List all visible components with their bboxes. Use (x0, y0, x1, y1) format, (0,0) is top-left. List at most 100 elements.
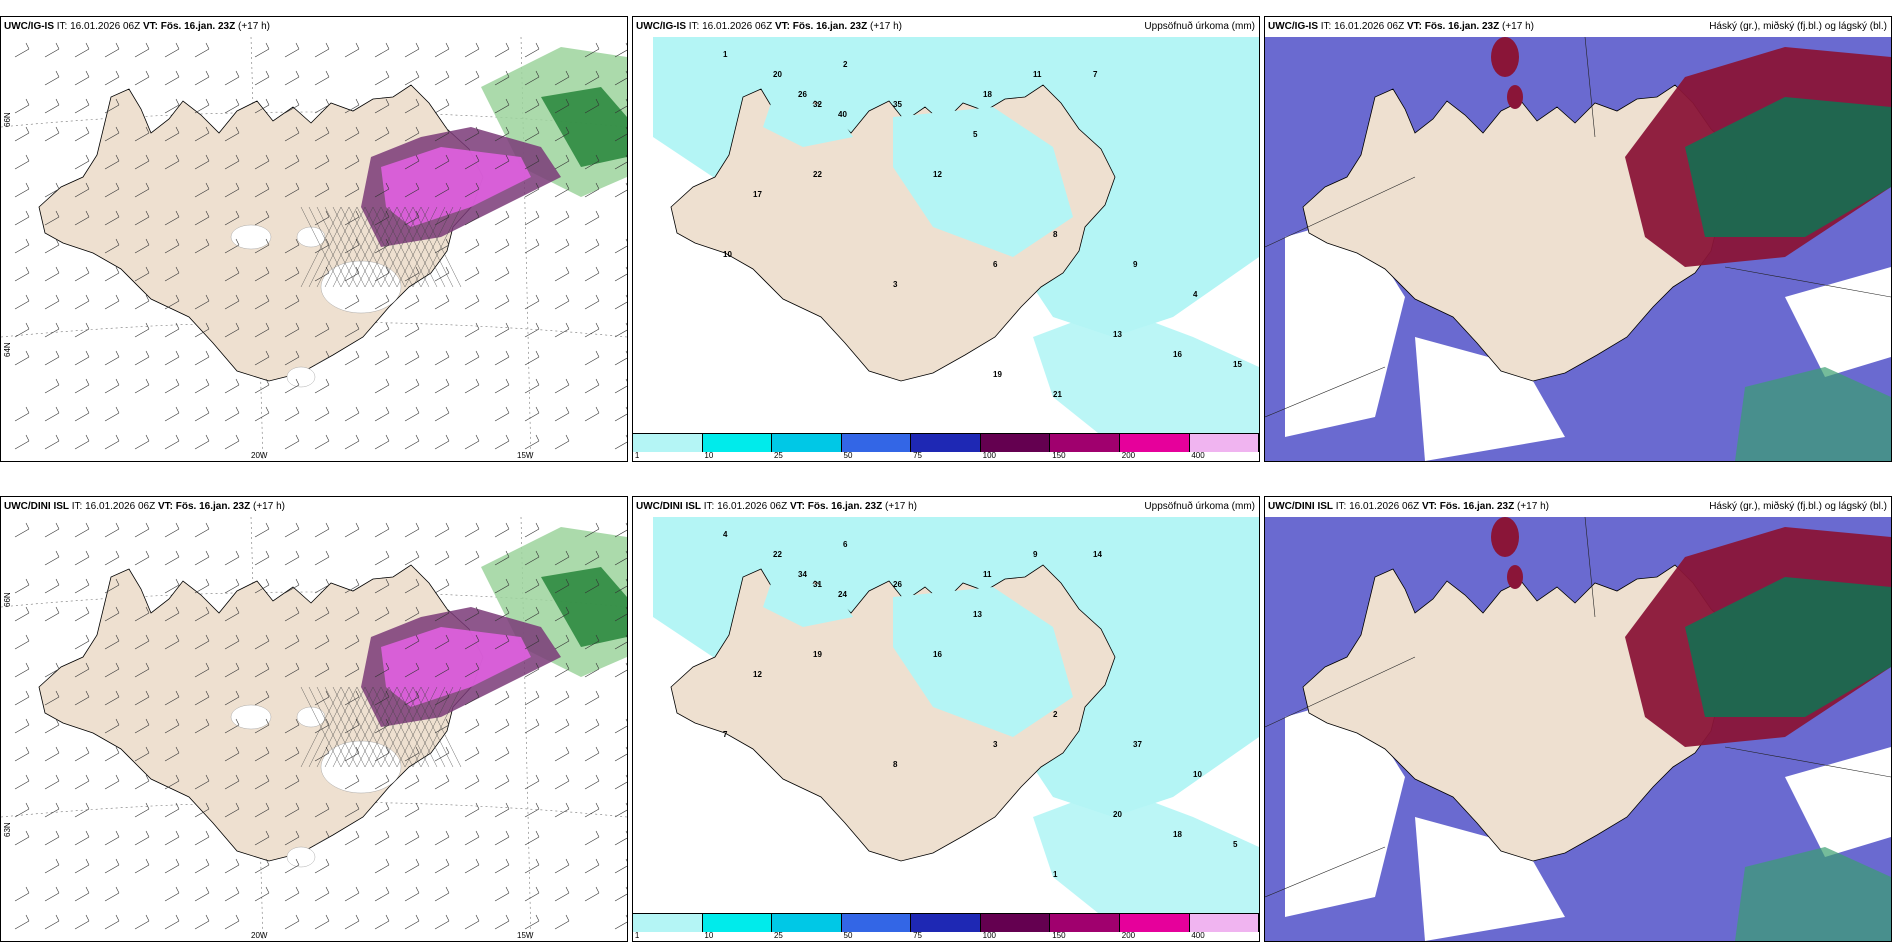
clear-area (1785, 267, 1891, 377)
panel-variable: Háský (gr.), miðský (fj.bl.) og lágský (… (1709, 21, 1887, 32)
lon-label: 15W (517, 931, 534, 940)
precip-value: 6 (843, 540, 848, 549)
precip-map[interactable]: 4 6 22 34 31 24 26 11 9 14 13 16 19 12 7 8 3 2 37 10 20 18 5 1 (633, 517, 1259, 941)
precip-value: 16 (933, 650, 942, 659)
precip-value: 20 (773, 70, 782, 79)
clear-area (1415, 337, 1565, 461)
colorbar-swatch (841, 914, 912, 932)
colorbar-tick: 1 (634, 931, 640, 940)
panel-header: UWC/DINI ISL IT: 16.01.2026 06Z VT: Fös.… (1265, 497, 1891, 517)
precip-value: 3 (893, 280, 898, 289)
panel-variable: Uppsöfnuð úrkoma (mm) (1144, 21, 1255, 32)
precip-value: 22 (773, 550, 782, 559)
precip-value: 15 (1233, 360, 1242, 369)
precip-value: 8 (1053, 230, 1058, 239)
colorbar-tick: 400 (1191, 451, 1205, 460)
colorbar-tick: 75 (913, 451, 922, 460)
colorbar-tick: 150 (1052, 931, 1066, 940)
high-cloud-area (1685, 577, 1891, 717)
precip-value: 22 (813, 170, 822, 179)
panel-header: UWC/DINI ISL IT: 16.01.2026 06Z VT: Fös.… (633, 497, 1259, 517)
panel-header: UWC/DINI ISL IT: 16.01.2026 06Z VT: Fös.… (1, 497, 627, 517)
precip-value: 14 (1093, 550, 1102, 559)
precip-value: 9 (1033, 550, 1038, 559)
colorbar-tick: 50 (843, 451, 853, 460)
precip-value: 2 (1053, 710, 1058, 719)
wind-snow-map[interactable] (1, 37, 627, 461)
precip-value: 21 (1053, 390, 1062, 399)
precip-value: 24 (838, 590, 847, 599)
precip-value: 18 (1173, 830, 1182, 839)
precip-value: 3 (993, 740, 998, 749)
cloud-map[interactable] (1265, 517, 1891, 941)
colorbar-tick: 400 (1191, 931, 1205, 940)
precip-value: 8 (893, 760, 898, 769)
precip-colorbar: 1 10 25 50 75 100 150 200 400 (633, 433, 1259, 461)
lat-label: 66N (3, 112, 12, 127)
snow-area-pink (381, 627, 531, 707)
precip-value: 6 (993, 260, 998, 269)
precip-value: 40 (838, 110, 847, 119)
colorbar-swatch (980, 434, 1051, 452)
precip-area-light (763, 577, 853, 627)
colorbar-tick: 25 (773, 931, 783, 940)
precip-area-dark-green (541, 567, 627, 647)
colorbar-swatch (1119, 434, 1190, 452)
precip-value: 37 (1133, 740, 1142, 749)
mid-cloud-cell (1491, 37, 1519, 77)
precip-colorbar: 1 10 25 50 75 100 150 200 400 (633, 913, 1259, 941)
colorbar-swatch (633, 914, 703, 932)
wind-snow-map[interactable] (1, 517, 627, 941)
cloud-map[interactable] (1265, 37, 1891, 461)
lon-label: 20W (251, 931, 268, 940)
precip-value: 13 (1113, 330, 1122, 339)
colorbar-swatch (633, 434, 703, 452)
colorbar-swatch (772, 914, 842, 932)
mid-cloud-cell (1507, 85, 1523, 109)
colorbar-swatch (1189, 914, 1259, 932)
colorbar-tick: 200 (1121, 931, 1136, 940)
precip-value: 5 (973, 130, 978, 139)
precip-area-light (763, 97, 853, 147)
mid-cloud-cell (1491, 517, 1519, 557)
precip-map[interactable]: 1 2 20 26 32 40 35 18 11 7 5 12 22 17 10 3 6 8 9 4 13 16 15 21 1… (633, 37, 1259, 461)
precip-area-light (1033, 787, 1259, 917)
lat-label: 66N (3, 592, 12, 607)
region-boundaries (1265, 37, 1891, 418)
precip-area-light (1033, 307, 1259, 437)
colorbar-tick: 75 (913, 931, 922, 940)
precip-value: 20 (1113, 810, 1122, 819)
colorbar-swatch (980, 914, 1051, 932)
colorbar-tick: 50 (843, 931, 853, 940)
colorbar-tick: 25 (773, 451, 783, 460)
precip-value: 10 (1193, 770, 1202, 779)
precip-value: 34 (798, 570, 807, 579)
precip-value: 12 (933, 170, 942, 179)
wind-barbs (14, 42, 627, 450)
hatch-area (300, 686, 462, 768)
colorbar-swatch (911, 914, 981, 932)
colorbar-swatch (1050, 434, 1120, 452)
colorbar-swatch (1119, 914, 1190, 932)
precip-value: 32 (813, 100, 822, 109)
precip-value: 4 (1193, 290, 1198, 299)
precip-value: 26 (893, 580, 902, 589)
precip-value: 7 (723, 730, 728, 739)
colorbar-swatch (1189, 434, 1259, 452)
clear-area (1285, 217, 1405, 437)
colorbar-swatch (1050, 914, 1120, 932)
glacier-areas (230, 704, 402, 868)
precip-value: 18 (983, 90, 992, 99)
precip-area-light (893, 587, 1073, 737)
precip-area-light (893, 107, 1073, 257)
lon-label: 15W (517, 451, 534, 460)
high-cloud-area (1685, 97, 1891, 237)
panel-dini-cloud: UWC/DINI ISL IT: 16.01.2026 06Z VT: Fös.… (1264, 496, 1892, 942)
colorbar-swatch (911, 434, 981, 452)
precip-value: 19 (993, 370, 1002, 379)
lat-label: 64N (3, 342, 12, 357)
colorbar-tick: 200 (1121, 451, 1136, 460)
precip-value: 19 (813, 650, 822, 659)
colorbar-tick: 150 (1052, 451, 1066, 460)
panel-header: UWC/IG-IS IT: 16.01.2026 06Z VT: Fös. 16… (1, 17, 627, 37)
